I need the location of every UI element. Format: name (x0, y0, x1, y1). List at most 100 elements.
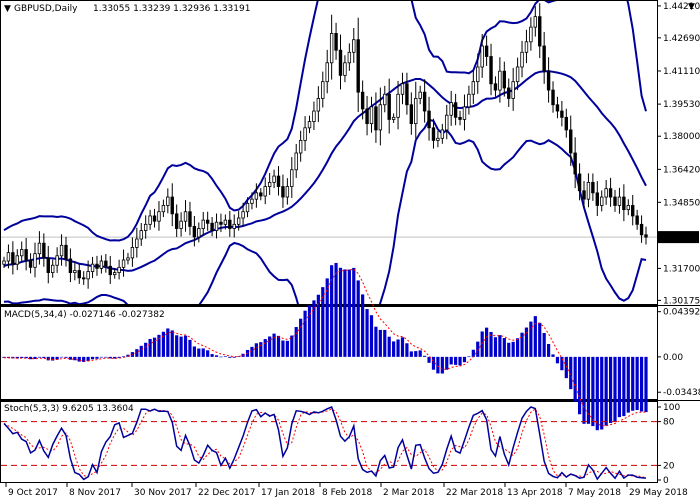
candle-body (307, 121, 312, 129)
macd-bar (15, 356, 19, 359)
candle-body (236, 217, 241, 225)
macd-bar (414, 351, 418, 357)
price-tick-label: 1.36420 (663, 165, 700, 175)
macd-bar (20, 356, 24, 358)
candle-body (551, 89, 555, 106)
macd-bar (387, 336, 391, 357)
candle-body (560, 110, 564, 118)
candle (467, 85, 471, 115)
candle (245, 197, 250, 218)
candle (241, 202, 245, 227)
macd-bar (507, 342, 511, 357)
macd-bar (99, 356, 104, 358)
candle (338, 34, 343, 90)
candle (298, 130, 303, 162)
candle (267, 173, 272, 195)
stoch-plot (1, 406, 657, 481)
candle (254, 183, 259, 208)
macd-bar (462, 356, 467, 363)
macd-bar (591, 356, 595, 427)
candle-body (86, 271, 90, 280)
candle-body (183, 211, 188, 222)
candle-body (414, 98, 418, 125)
macd-bar (188, 339, 192, 357)
x-tick-label: 8 Feb 2018 (322, 488, 373, 498)
macd-bar (334, 262, 338, 357)
candle-body (303, 127, 307, 141)
candle (422, 79, 427, 123)
corner-arrow-icon[interactable]: ▼ (688, 2, 695, 12)
x-tick-label: 8 Nov 2017 (69, 488, 121, 498)
candle (595, 181, 599, 217)
macd-bar (392, 341, 396, 357)
candle (174, 204, 179, 237)
candle-body (458, 116, 462, 120)
candle-body (595, 192, 599, 206)
macd-bar (546, 344, 551, 357)
macd-bar (454, 356, 458, 365)
candle-body (329, 33, 334, 64)
candle-body (365, 108, 369, 125)
candle (515, 57, 520, 91)
macd-bar (560, 356, 564, 371)
candle (577, 163, 582, 201)
candle-body (644, 234, 648, 238)
candle-body (161, 205, 166, 213)
candle (582, 181, 586, 208)
macd-bar (511, 341, 515, 357)
candle (325, 49, 329, 94)
macd-bar (144, 342, 148, 357)
candle-body (626, 205, 630, 211)
macd-bar (223, 356, 227, 357)
candle (73, 261, 77, 281)
candle (294, 143, 298, 178)
macd-bar (210, 354, 214, 357)
candle-body (241, 211, 245, 219)
candle (250, 192, 254, 210)
candle (400, 72, 405, 105)
macd-bar (303, 310, 307, 357)
macd-bar (113, 356, 117, 359)
candle-body (126, 257, 130, 261)
candle (529, 17, 533, 51)
candle (20, 241, 24, 263)
candle-body (613, 196, 617, 206)
candle (520, 40, 524, 78)
candle-body (316, 98, 321, 112)
candle-body (267, 181, 272, 187)
candle (170, 183, 174, 227)
candle-body (272, 175, 276, 183)
candle-body (418, 91, 422, 99)
candle-body (37, 242, 42, 255)
candle (161, 199, 166, 218)
macd-bar (272, 333, 276, 357)
candle-body (28, 259, 33, 268)
macd-bar (573, 356, 577, 402)
macd-bar (644, 356, 648, 413)
macd-bar (551, 354, 555, 357)
chart-menu-icon[interactable]: ▼ (4, 4, 11, 14)
candle-body (436, 137, 440, 141)
x-tick-label: 7 May 2018 (568, 488, 621, 498)
x-tick-label: 2 Mar 2018 (383, 488, 435, 498)
candle (533, 6, 538, 37)
candle (604, 179, 608, 205)
candle-body (529, 26, 533, 43)
candle (489, 43, 493, 96)
candle (46, 245, 50, 284)
macd-bar (108, 356, 112, 359)
x-tick-label: 30 Nov 2017 (134, 488, 192, 498)
macd-bar (427, 356, 431, 363)
macd-bar (378, 329, 382, 357)
candle (126, 252, 130, 265)
macd-bar (33, 356, 37, 360)
candle (458, 110, 462, 126)
candle (449, 90, 453, 126)
macd-bar (254, 343, 258, 357)
candle (205, 211, 210, 231)
candle-body (77, 270, 81, 279)
candle-body (179, 220, 183, 229)
macd-bar (170, 330, 174, 357)
candle-body (130, 247, 135, 259)
macd-bar (538, 322, 542, 357)
